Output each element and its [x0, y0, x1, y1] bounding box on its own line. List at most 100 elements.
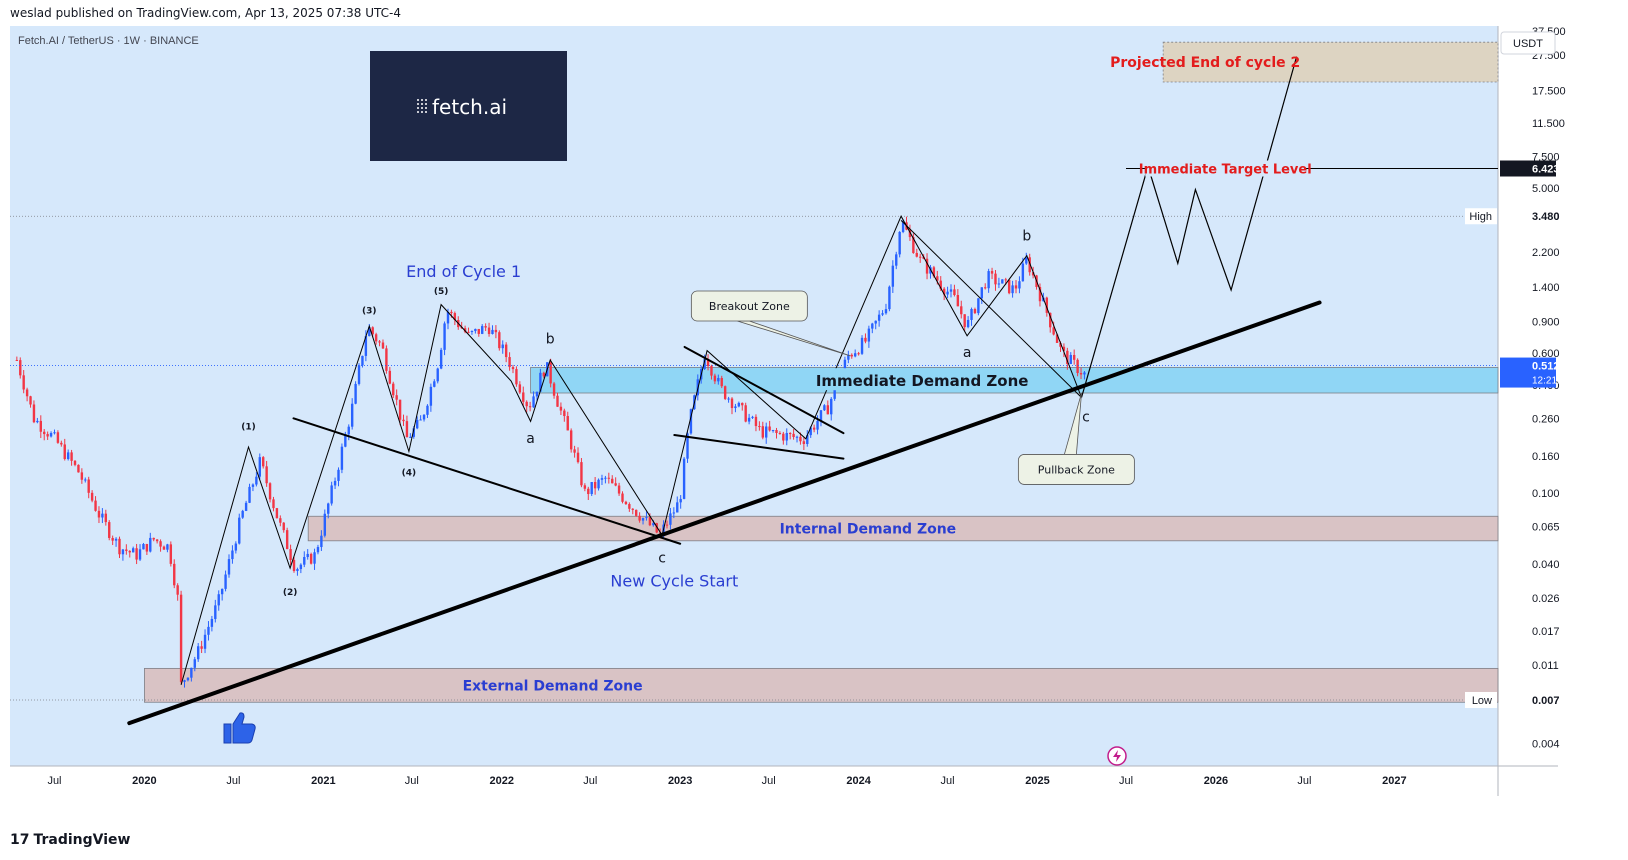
candle-body	[138, 549, 142, 560]
candle-body	[552, 383, 556, 396]
candle-body	[60, 442, 63, 445]
candle-body	[66, 452, 70, 460]
candle-body	[723, 386, 727, 399]
candle-body	[655, 523, 658, 533]
candle-body	[320, 535, 323, 548]
chart-background	[10, 26, 1498, 766]
candle-body	[881, 313, 884, 315]
candle-body	[563, 410, 566, 417]
target-label-bg	[1145, 160, 1306, 177]
candle-body	[306, 553, 309, 558]
chart-area[interactable]: Immediate Demand Zone Internal Demand Zon…	[10, 26, 1617, 796]
candle-body	[299, 564, 303, 570]
candle-body	[292, 559, 296, 572]
candle-body	[477, 328, 480, 334]
candle-body	[111, 537, 114, 541]
candle-body	[761, 426, 764, 438]
candle-body	[395, 395, 398, 400]
candle-body	[498, 332, 501, 349]
candle-body	[262, 457, 265, 467]
candle-body	[641, 518, 645, 521]
candle-body	[1001, 279, 1004, 284]
price-marker-label-bg	[1465, 208, 1497, 225]
candle-body	[159, 541, 162, 547]
candle-body	[734, 406, 737, 409]
candle-body	[908, 229, 912, 238]
candle-body	[402, 419, 405, 422]
candle-body	[713, 375, 717, 382]
candle-body	[135, 548, 138, 560]
candle-body	[419, 419, 422, 421]
time-tick-label: 2024	[846, 775, 871, 787]
fetch-dots-icon	[417, 99, 427, 113]
candle-body	[806, 435, 809, 445]
candle-body	[196, 646, 200, 660]
symbol-label[interactable]: Fetch.AI / TetherUS · 1W · BINANCE	[18, 35, 199, 47]
candle-body	[279, 518, 282, 523]
price-chart[interactable]: Immediate Demand Zone Internal Demand Zon…	[10, 26, 1617, 796]
candle-body	[631, 508, 634, 510]
candle-body	[296, 569, 299, 572]
time-tick-label: Jul	[762, 775, 776, 787]
price-tick-label: 17.500	[1532, 85, 1566, 97]
candle-body	[963, 314, 966, 328]
tradingview-brand[interactable]: 17 TradingView	[10, 832, 130, 848]
candle-body	[190, 667, 193, 678]
candle-body	[669, 513, 672, 525]
time-tick-label: 2026	[1204, 775, 1228, 787]
price-axis[interactable]: 37.50027.50017.50011.5007.5005.0003.4802…	[1465, 26, 1571, 751]
candle-body	[354, 383, 357, 404]
candle-body	[888, 286, 891, 310]
candle-body	[542, 372, 546, 377]
candle-body	[501, 344, 504, 349]
candle-body	[398, 399, 402, 420]
fetch-ai-logo-box: fetch.ai	[370, 51, 567, 161]
candle-body	[758, 426, 761, 428]
time-tick-label: 2023	[668, 775, 692, 787]
candle-body	[549, 362, 552, 384]
candle-body	[566, 416, 569, 431]
candle-body	[1062, 346, 1066, 351]
candle-body	[953, 289, 956, 296]
candle-body	[857, 353, 860, 355]
candle-body	[833, 386, 836, 399]
candle-body	[392, 383, 395, 396]
candle-body	[412, 428, 415, 437]
candle-body	[850, 354, 853, 357]
candle-body	[450, 311, 453, 314]
candle-body	[333, 480, 337, 486]
candle-body	[997, 283, 1001, 285]
candle-body	[415, 419, 419, 429]
candle-body	[323, 513, 327, 536]
time-tick-label: Jul	[226, 775, 240, 787]
candle-body	[186, 677, 190, 681]
candle-body	[515, 369, 518, 385]
candle-body	[49, 433, 53, 437]
candle-body	[867, 328, 871, 342]
wave-annotation: b	[1022, 228, 1031, 244]
candle-body	[258, 457, 261, 477]
candle-body	[648, 517, 652, 526]
candle-body	[207, 626, 210, 635]
price-marker-value: 0.007	[1532, 695, 1560, 707]
candle-body	[422, 414, 426, 420]
candle-body	[1014, 285, 1018, 289]
candle-body	[378, 341, 381, 343]
currency-button[interactable]: USDT	[1500, 31, 1556, 55]
time-axis[interactable]: Jul 2020 Jul 2021 Jul 2022 Jul 2023 Jul 2024 Jul 20…	[47, 775, 1406, 787]
lightning-icon[interactable]	[1107, 746, 1127, 766]
time-axis-background	[10, 766, 1558, 796]
candle-body	[1083, 372, 1086, 375]
candle-body	[487, 327, 491, 334]
candle-body	[238, 517, 241, 544]
candle-body	[220, 588, 224, 595]
candle-body	[600, 478, 604, 480]
candle-body	[679, 498, 682, 503]
candle-body	[737, 402, 741, 407]
elliott-wave-cycle-1	[180, 303, 663, 686]
candle-body	[652, 523, 655, 526]
zone-label: Internal Demand Zone	[780, 522, 957, 538]
candle-body	[775, 430, 778, 433]
candle-body	[1025, 257, 1028, 264]
candle-body	[43, 431, 46, 435]
